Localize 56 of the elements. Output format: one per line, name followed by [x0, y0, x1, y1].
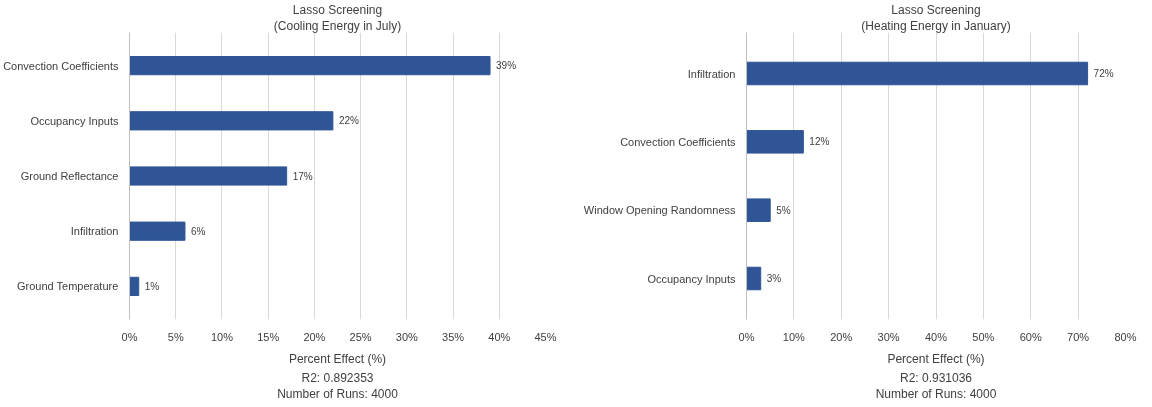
bar — [129, 276, 140, 296]
x-tick-label: 60% — [1019, 330, 1042, 343]
chart-title: Lasso Screening — [292, 2, 383, 17]
x-tick-label: 50% — [972, 330, 995, 343]
text: Number of Runs: 4000 — [875, 386, 997, 401]
bar — [129, 166, 288, 186]
y-tick-label: Occupancy Inputs — [30, 114, 119, 127]
chart-title: Lasso Screening — [891, 2, 981, 17]
x-tick-label: 70% — [1067, 330, 1090, 343]
data-label: 12% — [809, 136, 830, 148]
data-label: 6% — [190, 225, 206, 237]
data-label: 5% — [776, 204, 791, 216]
bar — [129, 56, 491, 76]
x-axis-title: Percent Effect (%) — [887, 351, 985, 366]
x-tick-label: 20% — [830, 330, 853, 343]
x-tick-label: 10% — [782, 330, 806, 343]
y-tick-label: Ground Temperature — [17, 280, 119, 293]
x-tick-label: 10% — [210, 330, 234, 343]
text: Number of Runs: 4000 — [277, 386, 399, 401]
x-tick-label: 40% — [924, 330, 948, 343]
x-tick-label: 25% — [349, 330, 372, 343]
bar — [746, 198, 771, 222]
y-tick-label: Ground Reflectance — [20, 170, 119, 182]
text: R2: 0.892353 — [301, 370, 374, 385]
bar — [746, 266, 762, 291]
x-tick-label: 20% — [303, 330, 326, 343]
x-tick-label: 30% — [395, 330, 419, 343]
y-tick-label: Infiltration — [687, 67, 736, 80]
bar — [129, 111, 334, 131]
x-tick-label: 0% — [738, 330, 755, 343]
data-label: 17% — [292, 170, 313, 182]
y-tick-label: Infiltration — [70, 225, 119, 238]
data-label: 39% — [496, 60, 517, 72]
x-tick-label: 35% — [442, 330, 465, 343]
y-tick-label: Convection Coefficients — [3, 59, 119, 72]
chart-subtitle: (Cooling Energy in July) — [273, 18, 402, 33]
x-tick-label: 80% — [1114, 330, 1137, 343]
y-tick-label: Occupancy Inputs — [647, 272, 736, 285]
data-label: 1% — [144, 280, 160, 292]
x-tick-label: 30% — [877, 330, 900, 343]
x-tick-label: 5% — [167, 330, 184, 343]
x-tick-label: 15% — [257, 330, 280, 343]
y-tick-label: Window Opening Randomness — [583, 204, 736, 217]
data-label: 3% — [766, 273, 782, 284]
data-label: 72% — [1093, 68, 1114, 79]
bar — [746, 61, 1089, 86]
x-axis-title: Percent Effect (%) — [288, 351, 387, 366]
bar — [746, 130, 804, 154]
text: R2: 0.931036 — [899, 370, 973, 385]
chart-subtitle: (Heating Energy in January) — [861, 18, 1011, 33]
x-tick-label: 40% — [488, 330, 511, 343]
x-tick-label: 45% — [534, 330, 557, 343]
bar — [129, 221, 186, 241]
y-tick-label: Convection Coefficients — [620, 135, 736, 148]
data-label: 22% — [338, 115, 359, 127]
x-tick-label: 0% — [121, 330, 138, 343]
